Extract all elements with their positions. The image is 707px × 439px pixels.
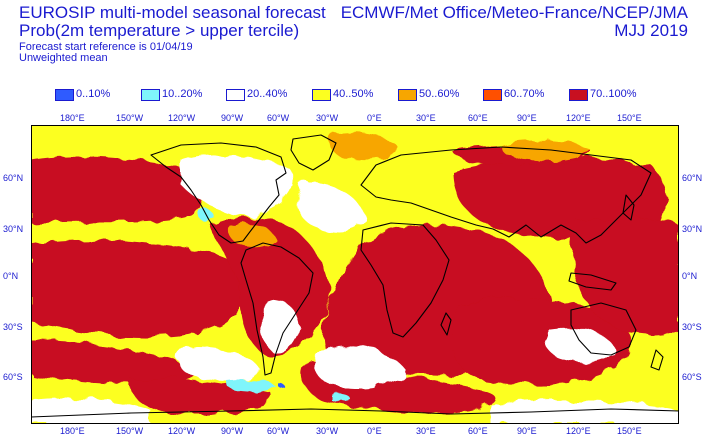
- legend-swatch: [141, 89, 160, 101]
- field-20-40-south-atlantic: [314, 346, 406, 389]
- field-20-40-south-america: [260, 301, 299, 353]
- right-lat-label: 60°N: [682, 173, 703, 183]
- probability-field: [31, 146, 679, 415]
- top-lon-label: 0°E: [367, 113, 382, 123]
- legend-label: 20..40%: [247, 88, 288, 100]
- coast-africa: [360, 222, 450, 338]
- bottom-lon-label: 120°E: [566, 426, 591, 436]
- bottom-lon-label: 0°E: [367, 426, 382, 436]
- bottom-lon-label: 150°W: [116, 426, 144, 436]
- probability-field-lower: [31, 133, 679, 424]
- field-20-40-antarctic: [491, 400, 679, 424]
- legend-swatch: [55, 89, 74, 101]
- top-lon-label: 30°E: [416, 113, 436, 123]
- legend-swatch: [483, 89, 502, 101]
- coast-greenland: [290, 134, 337, 171]
- field-20-40-north-america: [181, 154, 294, 215]
- left-lat-label: 30°S: [3, 322, 23, 332]
- legend-label: 40..50%: [333, 88, 374, 100]
- bottom-lon-label: 60°W: [267, 426, 290, 436]
- probability-map: [31, 125, 679, 424]
- top-lon-label: 90°E: [517, 113, 537, 123]
- coast-new-zealand: [650, 349, 664, 371]
- map-variable: Prob(2m temperature > upper tercile): [19, 20, 300, 40]
- top-lon-label: 60°W: [267, 113, 290, 123]
- bottom-lon-label: 90°W: [221, 426, 244, 436]
- legend-label: 50..60%: [419, 88, 460, 100]
- top-lon-label: 150°E: [617, 113, 642, 123]
- coast-japan: [622, 194, 635, 221]
- bottom-lon-label: 150°E: [617, 426, 642, 436]
- legend-swatch: [312, 89, 331, 101]
- field-20-40-south-pacific: [176, 348, 261, 381]
- map-title: EUROSIP multi-model seasonal forecast: [19, 3, 326, 22]
- legend-swatch: [226, 89, 245, 101]
- legend-swatch: [398, 89, 417, 101]
- coast-eurasia: [360, 146, 652, 244]
- coast-south-america: [240, 242, 314, 376]
- title-block: EUROSIP multi-model seasonal forecast Pr…: [19, 4, 326, 65]
- field-70-100-north-pacific: [31, 156, 206, 223]
- source-block: ECMWF/Met Office/Meteo-France/NCEP/JMA M…: [341, 4, 688, 40]
- right-lat-label: 30°S: [682, 322, 702, 332]
- field-20-40-north-atlantic: [296, 184, 366, 232]
- field-70-100-south-pacific: [31, 340, 197, 385]
- left-lat-label: 60°S: [3, 372, 23, 382]
- legend-label: 0..10%: [76, 88, 111, 100]
- left-lat-label: 60°N: [3, 173, 24, 183]
- legend-label: 70..100%: [590, 88, 637, 100]
- left-lat-label: 0°N: [3, 271, 19, 281]
- top-lon-label: 120°W: [168, 113, 196, 123]
- right-lat-label: 0°N: [682, 271, 698, 281]
- bottom-lon-label: 30°E: [416, 426, 436, 436]
- bottom-lon-label: 60°E: [468, 426, 488, 436]
- coastlines: [31, 134, 679, 418]
- weighting-note: Unweighted mean: [19, 52, 108, 65]
- field-50-60-europe: [328, 133, 401, 161]
- field-70-100-caribbean-amazon: [211, 216, 331, 356]
- top-lon-label: 30°W: [316, 113, 339, 123]
- legend-swatch: [569, 89, 588, 101]
- coast-north-america: [150, 142, 287, 244]
- field-10-20-south-atlantic: [331, 394, 351, 402]
- left-lat-label: 30°N: [3, 224, 24, 234]
- forecast-start-reference: Forecast start reference is 01/04/19: [19, 40, 193, 53]
- legend-label: 60..70%: [504, 88, 545, 100]
- field-20-40-southern-ocean: [31, 398, 151, 424]
- top-lon-label: 150°W: [116, 113, 144, 123]
- bottom-lon-label: 30°W: [316, 426, 339, 436]
- field-0-10-spot: [277, 382, 285, 388]
- field-50-60-asia: [500, 140, 591, 161]
- right-lat-label: 30°N: [682, 224, 703, 234]
- top-lon-label: 180°E: [60, 113, 85, 123]
- source-label: ECMWF/Met Office/Meteo-France/NCEP/JMA: [340, 3, 688, 22]
- field-70-100-tropical-pacific: [31, 240, 247, 337]
- field-70-100-west-pacific: [572, 217, 679, 335]
- bottom-lon-label: 120°W: [168, 426, 196, 436]
- bottom-lon-label: 90°E: [517, 426, 537, 436]
- field-70-100-indian-ocean: [452, 298, 632, 385]
- coast-madagascar: [440, 312, 452, 336]
- coast-australia: [570, 302, 637, 356]
- top-lon-label: 120°E: [566, 113, 591, 123]
- legend-label: 10..20%: [162, 88, 203, 100]
- bottom-lon-label: 180°E: [60, 426, 85, 436]
- map-frame: [31, 125, 679, 424]
- top-lon-label: 60°E: [468, 113, 488, 123]
- top-lon-label: 90°W: [221, 113, 244, 123]
- field-10-20-south-pacific: [226, 378, 276, 392]
- period-label: MJJ 2019: [614, 20, 688, 40]
- right-lat-label: 60°S: [682, 372, 702, 382]
- coast-indonesia: [568, 272, 617, 291]
- coast-antarctica: [31, 408, 679, 418]
